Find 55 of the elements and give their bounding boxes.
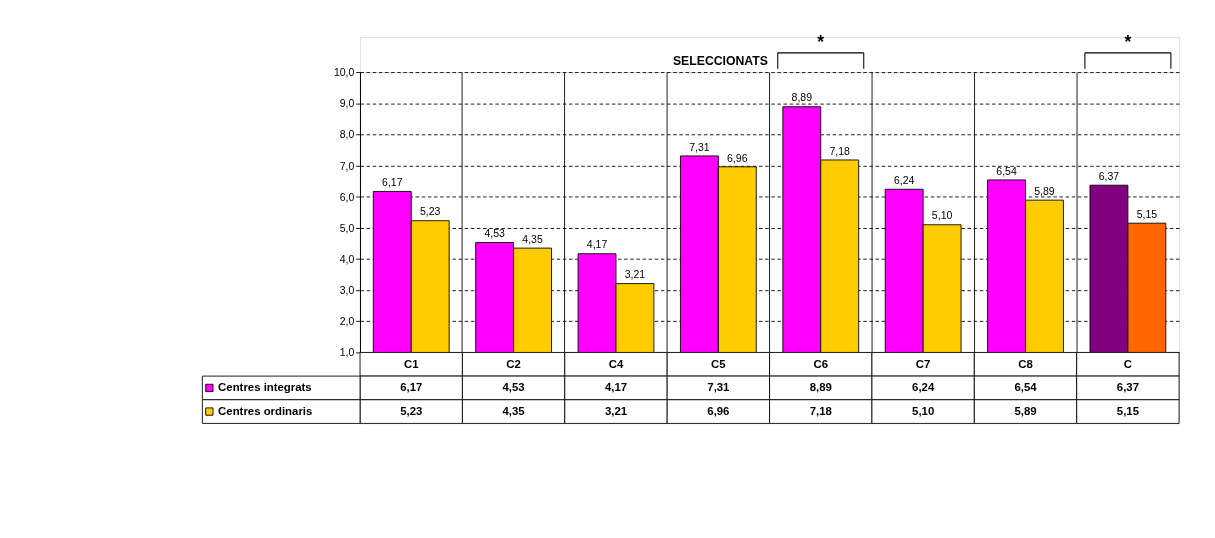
text: 5,23 <box>419 205 441 218</box>
data-label: 8,89 <box>809 381 832 394</box>
text: 6,24 <box>893 173 915 186</box>
chart-title: SELECCIONATS <box>672 54 768 69</box>
text: 4,17 <box>586 238 608 251</box>
data-label: 4,53 <box>502 381 525 394</box>
y-tick-label: 3,0 <box>339 284 355 297</box>
data-label: 6,96 <box>707 405 730 418</box>
x-tick-label: C2 <box>506 357 521 370</box>
y-tick-label: 10,0 <box>333 66 355 79</box>
text: 4,53 <box>484 227 505 240</box>
data-label: 7,18 <box>809 405 832 418</box>
x-tick-label: C4 <box>608 357 624 370</box>
y-tick-label: 4,0 <box>339 252 355 265</box>
x-tick-label: C7 <box>915 357 931 370</box>
text: * <box>817 31 825 52</box>
data-label: 5,89 <box>1014 405 1037 418</box>
x-tick-label: C <box>1123 357 1132 370</box>
data-label: 6,17 <box>400 381 423 394</box>
x-tick-label: C1 <box>403 357 420 370</box>
text: * <box>1124 31 1132 52</box>
data-label: 3,21 <box>604 405 628 418</box>
text: 6,96 <box>727 151 748 164</box>
x-tick-label: C5 <box>711 357 727 370</box>
text: 6,17 <box>382 176 403 189</box>
data-label: 7,31 <box>707 381 731 394</box>
text: 4,35 <box>522 232 543 245</box>
data-label: 6,24 <box>912 381 935 394</box>
text: 5,10 <box>931 209 953 222</box>
text: 7,18 <box>829 144 850 157</box>
data-label: 4,35 <box>502 405 526 418</box>
legend-label: Centres integrats <box>218 381 312 394</box>
x-tick-label: C8 <box>1018 357 1033 370</box>
text: 5,89 <box>1034 184 1055 197</box>
text: 7,31 <box>689 140 710 153</box>
data-label: 6,37 <box>1116 381 1139 394</box>
data-label: 5,10 <box>912 405 935 418</box>
text: 6,54 <box>996 164 1017 177</box>
y-tick-label: 8,0 <box>339 128 355 141</box>
data-label: 4,17 <box>604 381 628 394</box>
text: 5,15 <box>1136 207 1158 220</box>
text: 6,37 <box>1098 169 1120 182</box>
y-tick-label: 6,0 <box>339 190 355 203</box>
data-label: 5,23 <box>400 405 423 418</box>
y-tick-label: 1,0 <box>339 346 355 359</box>
y-tick-label: 7,0 <box>339 159 355 172</box>
x-tick-label: C6 <box>813 357 829 370</box>
text: 3,21 <box>624 268 646 281</box>
data-label: 5,15 <box>1116 405 1140 418</box>
data-label: 6,54 <box>1014 381 1038 394</box>
y-tick-label: 5,0 <box>339 221 355 234</box>
y-tick-label: 2,0 <box>339 315 355 328</box>
legend-label: Centres ordinaris <box>218 405 313 418</box>
y-tick-label: 9,0 <box>339 97 355 110</box>
text: 8,89 <box>791 91 813 104</box>
